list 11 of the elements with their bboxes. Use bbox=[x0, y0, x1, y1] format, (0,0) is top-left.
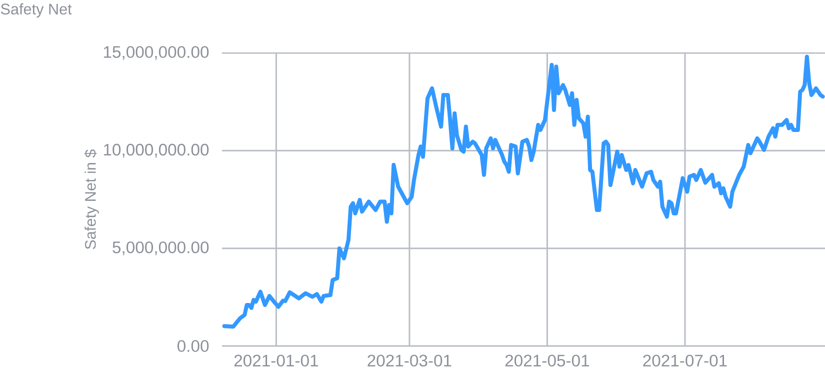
x-tick-label: 2021-07-01 bbox=[643, 354, 727, 367]
x-tick-label: 2021-01-01 bbox=[234, 354, 318, 367]
y-tick-label: 10,000,000.00 bbox=[104, 144, 209, 158]
text: Safety Net bbox=[0, 3, 72, 18]
x-tick-label: 2021-03-01 bbox=[368, 354, 452, 367]
line-series bbox=[222, 54, 825, 329]
y-tick-label: 0.00 bbox=[178, 340, 209, 352]
y-tick-label: 15,000,000.00 bbox=[104, 46, 209, 60]
y-axis-title: Safety Net in $ bbox=[84, 149, 99, 250]
x-tick-label: 2021-05-01 bbox=[505, 354, 590, 367]
y-tick-label: 5,000,000.00 bbox=[112, 241, 209, 256]
